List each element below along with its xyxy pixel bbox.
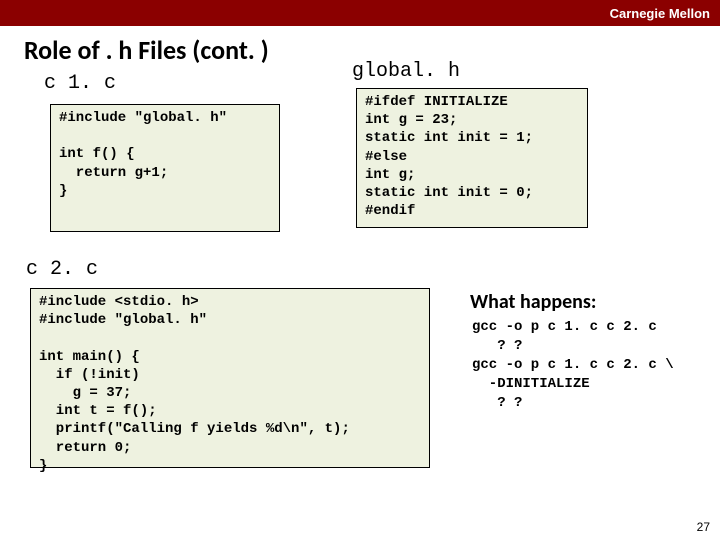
what-happens-body: gcc -o p c 1. c c 2. c ? ? gcc -o p c 1.… (472, 318, 674, 412)
what-happens-label: What happens: (470, 290, 596, 314)
header-bar: Carnegie Mellon (0, 0, 720, 26)
label-c2: c 2. c (26, 258, 98, 281)
page-number: 27 (697, 520, 710, 534)
code-box-c2: #include <stdio. h> #include "global. h"… (30, 288, 430, 468)
code-box-c1: #include "global. h" int f() { return g+… (50, 104, 280, 232)
header-institution: Carnegie Mellon (610, 6, 710, 21)
label-globalh: global. h (352, 60, 460, 83)
code-box-global: #ifdef INITIALIZE int g = 23; static int… (356, 88, 588, 228)
label-c1: c 1. c (44, 72, 116, 95)
